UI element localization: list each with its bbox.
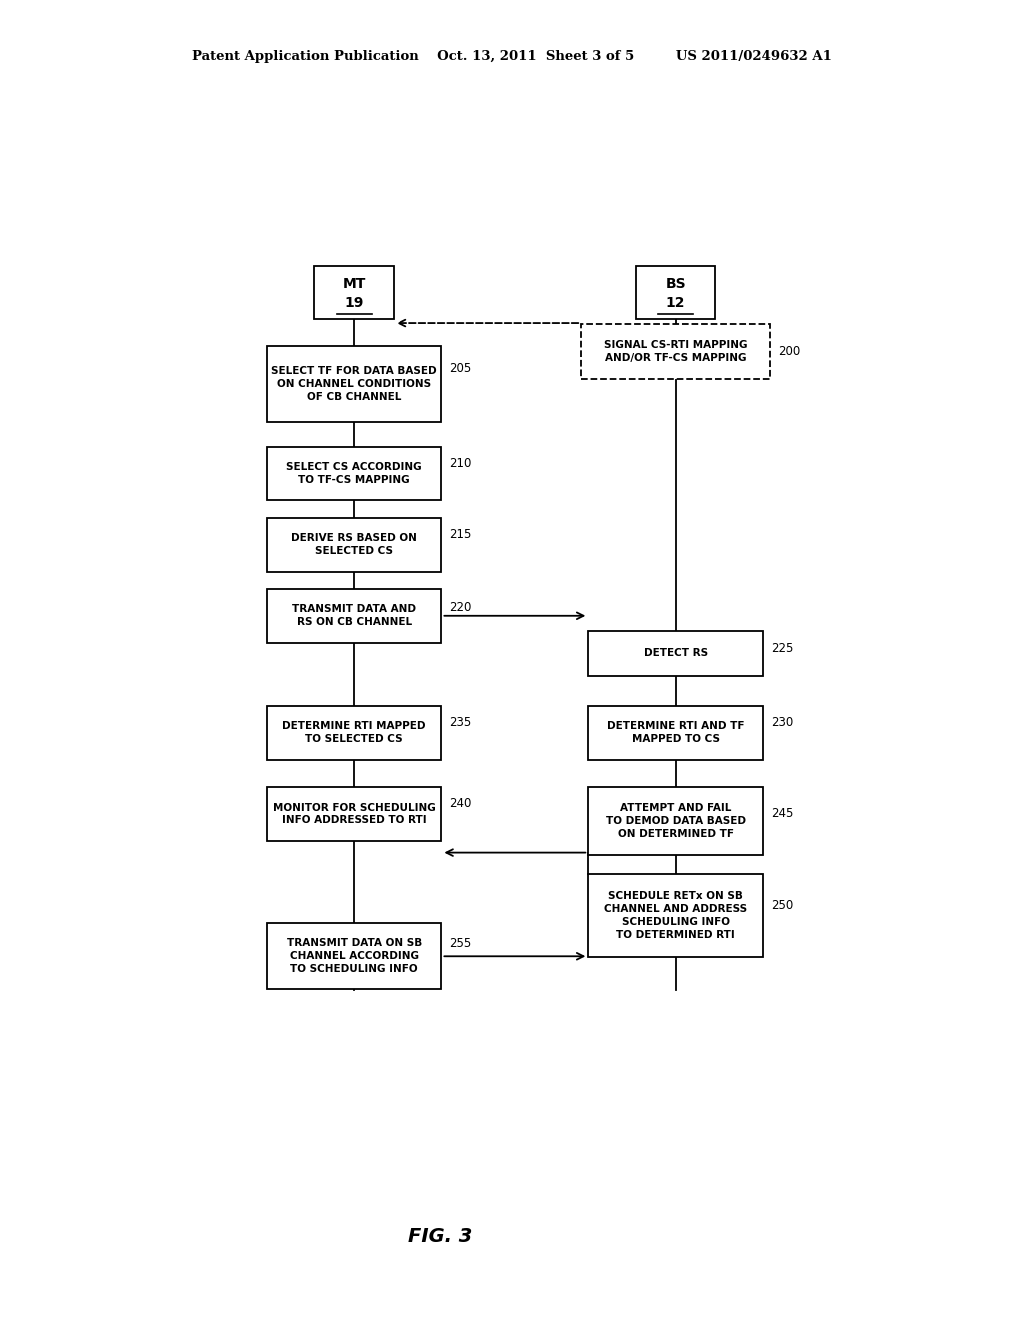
Text: 255: 255 xyxy=(450,937,472,949)
Bar xyxy=(267,787,441,841)
Bar xyxy=(314,267,394,319)
Text: 250: 250 xyxy=(771,899,793,912)
Bar xyxy=(588,787,763,855)
Bar xyxy=(267,589,441,643)
Text: 19: 19 xyxy=(344,296,364,310)
Text: Patent Application Publication    Oct. 13, 2011  Sheet 3 of 5         US 2011/02: Patent Application Publication Oct. 13, … xyxy=(193,50,831,63)
Text: TRANSMIT DATA AND
RS ON CB CHANNEL: TRANSMIT DATA AND RS ON CB CHANNEL xyxy=(292,605,416,627)
Bar xyxy=(588,706,763,759)
Text: 205: 205 xyxy=(450,362,472,375)
Text: DERIVE RS BASED ON
SELECTED CS: DERIVE RS BASED ON SELECTED CS xyxy=(291,533,417,556)
Text: DETERMINE RTI AND TF
MAPPED TO CS: DETERMINE RTI AND TF MAPPED TO CS xyxy=(607,721,744,744)
Text: BS: BS xyxy=(666,277,686,292)
Text: 225: 225 xyxy=(771,642,794,655)
Text: SELECT CS ACCORDING
TO TF-CS MAPPING: SELECT CS ACCORDING TO TF-CS MAPPING xyxy=(287,462,422,484)
Text: 12: 12 xyxy=(666,296,685,310)
Text: 220: 220 xyxy=(450,601,472,614)
Text: ATTEMPT AND FAIL
TO DEMOD DATA BASED
ON DETERMINED TF: ATTEMPT AND FAIL TO DEMOD DATA BASED ON … xyxy=(605,804,745,840)
Bar xyxy=(267,706,441,759)
Text: DETECT RS: DETECT RS xyxy=(643,648,708,659)
Bar xyxy=(267,923,441,989)
Bar xyxy=(636,267,715,319)
Text: 210: 210 xyxy=(450,457,472,470)
Bar xyxy=(588,874,763,957)
Text: MONITOR FOR SCHEDULING
INFO ADDRESSED TO RTI: MONITOR FOR SCHEDULING INFO ADDRESSED TO… xyxy=(272,803,435,825)
Bar xyxy=(267,346,441,422)
Text: FIG. 3: FIG. 3 xyxy=(409,1228,472,1246)
Text: 245: 245 xyxy=(771,808,794,821)
Text: 215: 215 xyxy=(450,528,472,541)
Text: 230: 230 xyxy=(771,715,793,729)
Bar xyxy=(267,446,441,500)
Text: SCHEDULE RETx ON SB
CHANNEL AND ADDRESS
SCHEDULING INFO
TO DETERMINED RTI: SCHEDULE RETx ON SB CHANNEL AND ADDRESS … xyxy=(604,891,748,940)
Text: 240: 240 xyxy=(450,797,472,810)
Bar xyxy=(582,323,770,379)
Bar xyxy=(267,517,441,572)
Text: TRANSMIT DATA ON SB
CHANNEL ACCORDING
TO SCHEDULING INFO: TRANSMIT DATA ON SB CHANNEL ACCORDING TO… xyxy=(287,939,422,974)
Text: 235: 235 xyxy=(450,715,472,729)
Bar xyxy=(588,631,763,676)
Text: DETERMINE RTI MAPPED
TO SELECTED CS: DETERMINE RTI MAPPED TO SELECTED CS xyxy=(283,721,426,744)
Text: MT: MT xyxy=(342,277,366,292)
Text: SIGNAL CS-RTI MAPPING
AND/OR TF-CS MAPPING: SIGNAL CS-RTI MAPPING AND/OR TF-CS MAPPI… xyxy=(604,341,748,363)
Text: SELECT TF FOR DATA BASED
ON CHANNEL CONDITIONS
OF CB CHANNEL: SELECT TF FOR DATA BASED ON CHANNEL COND… xyxy=(271,366,437,401)
Text: 200: 200 xyxy=(778,345,800,358)
